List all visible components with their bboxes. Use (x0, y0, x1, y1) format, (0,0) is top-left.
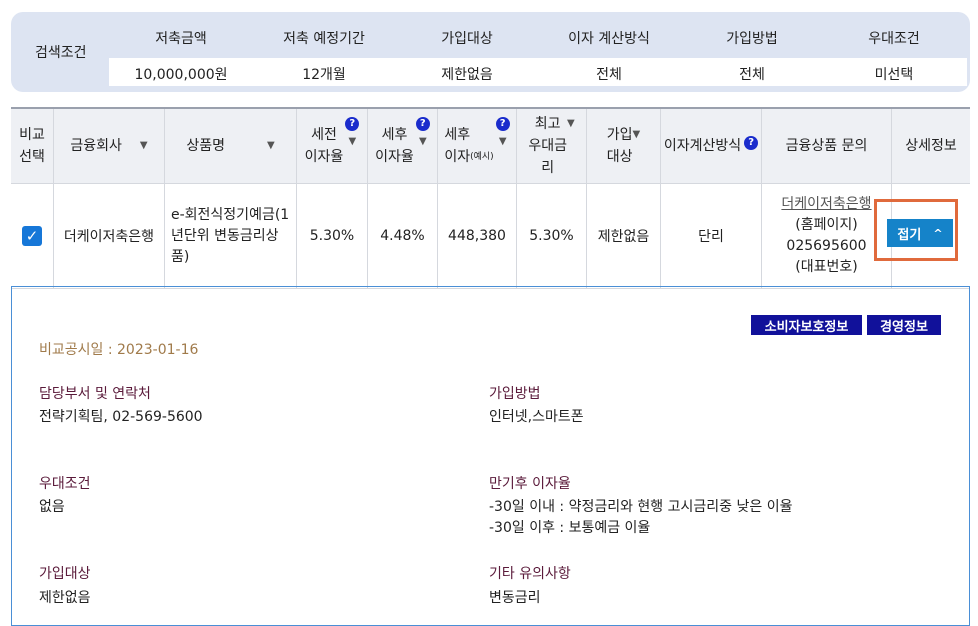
detail-title: 만기후 이자율 (489, 476, 571, 492)
homepage-label: (홈페이지) (795, 217, 858, 233)
help-icon[interactable]: ? (345, 117, 360, 131)
target-cell: 제한없음 (587, 184, 661, 288)
search-value: 전체 (739, 67, 765, 83)
search-col-period: 저축 예정기간 12개월 (259, 12, 389, 92)
header-compare: 비교 선택 (11, 109, 54, 183)
help-icon[interactable]: ? (415, 117, 430, 131)
detail-title: 담당부서 및 연락처 (39, 386, 151, 402)
sort-down-icon: ▼ (498, 136, 507, 147)
search-condition-label: 검색조건 (35, 45, 87, 61)
sort-down-icon: ▼ (632, 129, 641, 140)
search-header: 저축 예정기간 (283, 31, 365, 47)
detail-value: 전략기획팀, 02-569-5600 (39, 409, 203, 425)
header-inquiry: 금융상품 문의 (762, 109, 892, 183)
help-icon[interactable]: ? (495, 117, 510, 131)
header-target-label: 가입 대상 (606, 127, 633, 165)
header-target-sort[interactable]: 가입 대상 ▼ (587, 109, 661, 183)
header-posttax-rate-label: 세후 이자율 (375, 127, 414, 165)
header-posttax-rate-sort[interactable]: 세후 이자율 ? ▼ (368, 109, 438, 183)
detail-value: 없음 (39, 499, 65, 515)
detail-value: 인터넷,스마트폰 (489, 409, 584, 425)
homepage-link[interactable]: 더케이저축은행 (781, 196, 872, 212)
header-product-sort[interactable]: 상품명 ▼ (165, 109, 297, 183)
search-value: 12개월 (302, 67, 346, 83)
calc-cell: 단리 (661, 184, 762, 288)
table-row: ✓ 더케이저축은행 e-회전식정기예금(1년단위 변동금리상품) 5.30% 4… (11, 184, 970, 289)
detail-title: 가입대상 (39, 566, 91, 582)
compare-checkbox[interactable]: ✓ (22, 226, 42, 246)
search-col-target: 가입대상 제한없음 (402, 12, 532, 92)
phone-label: (대표번호) (795, 259, 858, 275)
consumer-protection-button[interactable]: 소비자보호정보 (751, 315, 862, 335)
table-header-row: 비교 선택 금융회사 ▼ 상품명 ▼ 세전 이자율 ? ▼ 세후 이자율 ? ▼… (11, 109, 970, 184)
header-pretax-rate-label: 세전 이자율 (304, 127, 344, 165)
header-company-label: 금융회사 (70, 138, 122, 154)
sort-down-icon: ▼ (348, 136, 357, 147)
search-condition-panel: 검색조건 저축금액 10,000,000원 저축 예정기간 12개월 가입대상 … (11, 12, 970, 92)
search-value: 제한없음 (441, 67, 493, 83)
search-col-amount: 저축금액 10,000,000원 (116, 12, 246, 92)
disclosure-date: 비교공시일 : 2023-01-16 (39, 342, 199, 358)
sort-down-icon: ▼ (566, 118, 575, 129)
header-posttax-interest-note: (예시) (470, 152, 494, 162)
product-cell: e-회전식정기예금(1년단위 변동금리상품) (165, 184, 297, 288)
chevron-up-icon: ^ (933, 226, 943, 240)
detail-value: 제한없음 (39, 590, 91, 606)
header-product-label: 상품명 (186, 138, 225, 154)
header-max-rate-label: 최고 우대금 리 (528, 116, 567, 176)
compare-cell: ✓ (11, 184, 54, 288)
search-col-method: 가입방법 전체 (687, 12, 817, 92)
sort-down-icon: ▼ (266, 140, 275, 151)
header-posttax-interest-sort[interactable]: 세후 이자 (예시) ? ▼ (438, 109, 517, 183)
detail-title: 가입방법 (489, 386, 541, 402)
search-value: 미선택 (874, 67, 914, 83)
company-cell: 더케이저축은행 (54, 184, 165, 288)
search-header: 이자 계산방식 (568, 31, 650, 47)
search-col-preference: 우대조건 미선택 (829, 12, 959, 92)
header-posttax-interest-label: 세후 이자 (444, 127, 471, 165)
management-info-button[interactable]: 경영정보 (867, 315, 941, 335)
header-pretax-rate-sort[interactable]: 세전 이자율 ? ▼ (297, 109, 368, 183)
sort-down-icon: ▼ (418, 136, 427, 147)
fold-highlight: 접기 ^ (874, 199, 958, 261)
fold-button[interactable]: 접기 ^ (887, 219, 953, 247)
max-rate-cell: 5.30% (517, 184, 587, 288)
fold-label: 접기 (897, 227, 922, 243)
pretax-rate-cell: 5.30% (297, 184, 368, 288)
search-header: 가입방법 (726, 31, 778, 47)
detail-title: 우대조건 (39, 476, 91, 492)
detail-title: 기타 유의사항 (489, 566, 571, 582)
header-calc-label: 이자계산방식 (663, 138, 742, 154)
phone-number: 025695600 (786, 238, 867, 254)
search-col-calc: 이자 계산방식 전체 (544, 12, 674, 92)
header-max-rate-sort[interactable]: 최고 우대금 리 ▼ (517, 109, 587, 183)
search-value: 10,000,000원 (134, 67, 228, 83)
inquiry-cell: 더케이저축은행 (홈페이지) 025695600 (대표번호) (762, 184, 892, 288)
sort-down-icon: ▼ (139, 140, 148, 151)
header-company-sort[interactable]: 금융회사 ▼ (54, 109, 165, 183)
detail-panel: 소비자보호정보 경영정보 비교공시일 : 2023-01-16 담당부서 및 연… (11, 286, 970, 626)
search-values-row (109, 58, 967, 86)
detail-value: 변동금리 (489, 590, 541, 606)
posttax-interest-cell: 448,380 (438, 184, 517, 288)
results-table: 비교 선택 금융회사 ▼ 상품명 ▼ 세전 이자율 ? ▼ 세후 이자율 ? ▼… (11, 107, 970, 289)
detail-value: -30일 이내 : 약정금리와 현행 고시금리중 낮은 이율 -30일 이후 :… (489, 499, 793, 536)
search-header: 가입대상 (441, 31, 493, 47)
search-header: 우대조건 (868, 31, 920, 47)
search-value: 전체 (596, 67, 622, 83)
posttax-rate-cell: 4.48% (368, 184, 438, 288)
header-detail: 상세정보 (905, 138, 957, 154)
header-calc: 이자계산방식 ? (661, 109, 762, 183)
help-icon[interactable]: ? (744, 136, 759, 150)
search-header: 저축금액 (155, 31, 207, 47)
